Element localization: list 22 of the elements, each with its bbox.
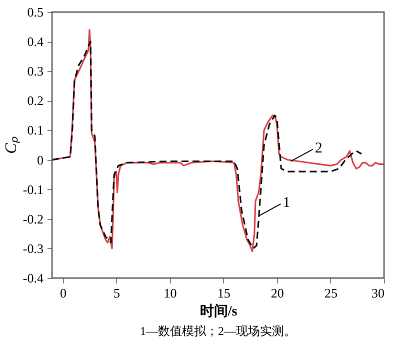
x-tick-label: 15 (217, 286, 230, 300)
x-tick-label: 20 (270, 286, 284, 300)
x-tick-label: 0 (60, 286, 66, 300)
y-tick-label: 0.2 (27, 93, 44, 108)
y-tick-label: 0.1 (27, 122, 44, 138)
annotation: 1 (282, 194, 290, 211)
y-tick-label: 0.3 (27, 64, 44, 79)
x-tick-label: 30 (372, 286, 384, 300)
x-axis-title: 时间/s (200, 304, 238, 320)
x-tick-label: 25 (324, 286, 338, 300)
y-tick-label: 0.5 (27, 4, 44, 20)
annotation: 2 (314, 140, 322, 156)
y-axis-title: Cₚ (2, 136, 20, 154)
y-tick-label: -0.2 (22, 211, 44, 226)
y-tick-label: -0.4 (22, 270, 44, 286)
x-tick-label: 10 (164, 286, 177, 300)
y-tick-label: 0 (37, 152, 44, 168)
y-tick-label: -0.3 (22, 240, 44, 256)
text: 1—数值模拟；2—现场实测。 (140, 324, 296, 338)
x-tick-label: 5 (114, 286, 120, 300)
y-tick-label: 0.4 (27, 34, 44, 50)
y-tick-label: -0.1 (22, 182, 44, 197)
